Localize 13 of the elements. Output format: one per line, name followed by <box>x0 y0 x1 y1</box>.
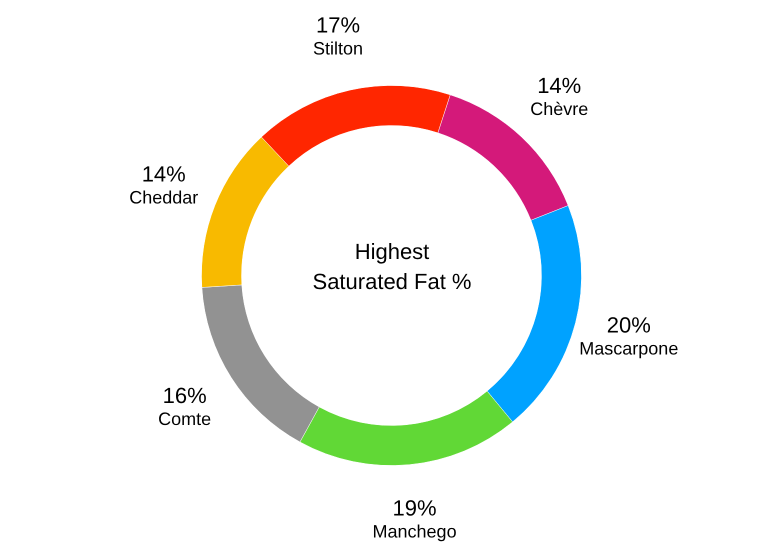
slice-label: Comte <box>158 408 212 429</box>
slice-label: Cheddar <box>129 187 198 208</box>
slice-label: Chèvre <box>530 98 588 119</box>
slice-label: Stilton <box>313 38 364 58</box>
data-label: 19% <box>392 495 437 520</box>
data-label: 16% <box>162 382 207 408</box>
slice-label: Mascarpone <box>579 338 678 358</box>
data-label: 14% <box>537 72 582 98</box>
data-label: 14% <box>142 161 186 186</box>
data-label: 17% <box>316 12 360 38</box>
data-label: 20% <box>606 312 651 338</box>
slice-label: Manchego <box>372 521 457 542</box>
text: Highest Saturated Fat % <box>312 239 472 294</box>
